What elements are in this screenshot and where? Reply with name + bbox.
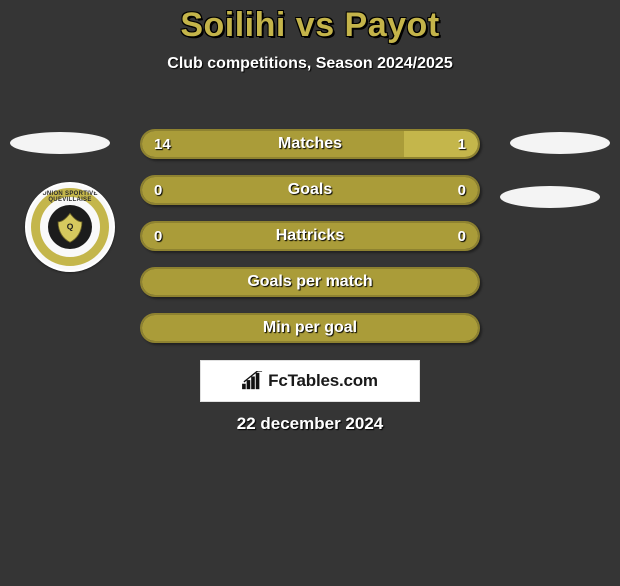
club-badge: UNION SPORTIVE QUEVILLAISE Q: [25, 182, 115, 272]
footer-date: 22 december 2024: [0, 414, 620, 434]
player-ellipse-right-2: [500, 186, 600, 208]
stat-row-hattricks: 00Hattricks: [140, 221, 480, 251]
bar-fill-right: [310, 223, 478, 249]
bar-fill-left: [142, 223, 310, 249]
brand-box: FcTables.com: [200, 360, 420, 402]
club-crest-icon: Q: [53, 210, 87, 244]
bar-fill-left: [142, 131, 404, 157]
stat-row-min-per-goal: Min per goal: [140, 313, 480, 343]
bar-fill-right: [310, 177, 478, 203]
club-badge-inner: Q: [48, 205, 92, 249]
bar-chart-icon: [242, 371, 264, 391]
bar-fill-left: [142, 177, 310, 203]
bar-fill-right: [404, 131, 478, 157]
svg-text:Q: Q: [67, 222, 74, 232]
bar-fill-left: [142, 269, 310, 295]
stat-row-goals-per-match: Goals per match: [140, 267, 480, 297]
page-subtitle: Club competitions, Season 2024/2025: [0, 55, 620, 73]
player-ellipse-left: [10, 132, 110, 154]
brand-text: FcTables.com: [268, 371, 378, 391]
club-badge-ring-text: UNION SPORTIVE QUEVILLAISE: [27, 191, 113, 203]
stat-row-goals: 00Goals: [140, 175, 480, 205]
player-ellipse-right-1: [510, 132, 610, 154]
bar-fill-right: [310, 269, 478, 295]
bar-fill-left: [142, 315, 310, 341]
comparison-bars: 141Matches 00Goals 00Hattricks Goals per ma…: [140, 129, 480, 359]
bar-fill-right: [310, 315, 478, 341]
stat-row-matches: 141Matches: [140, 129, 480, 159]
page-title: Soilihi vs Payot: [0, 6, 620, 45]
